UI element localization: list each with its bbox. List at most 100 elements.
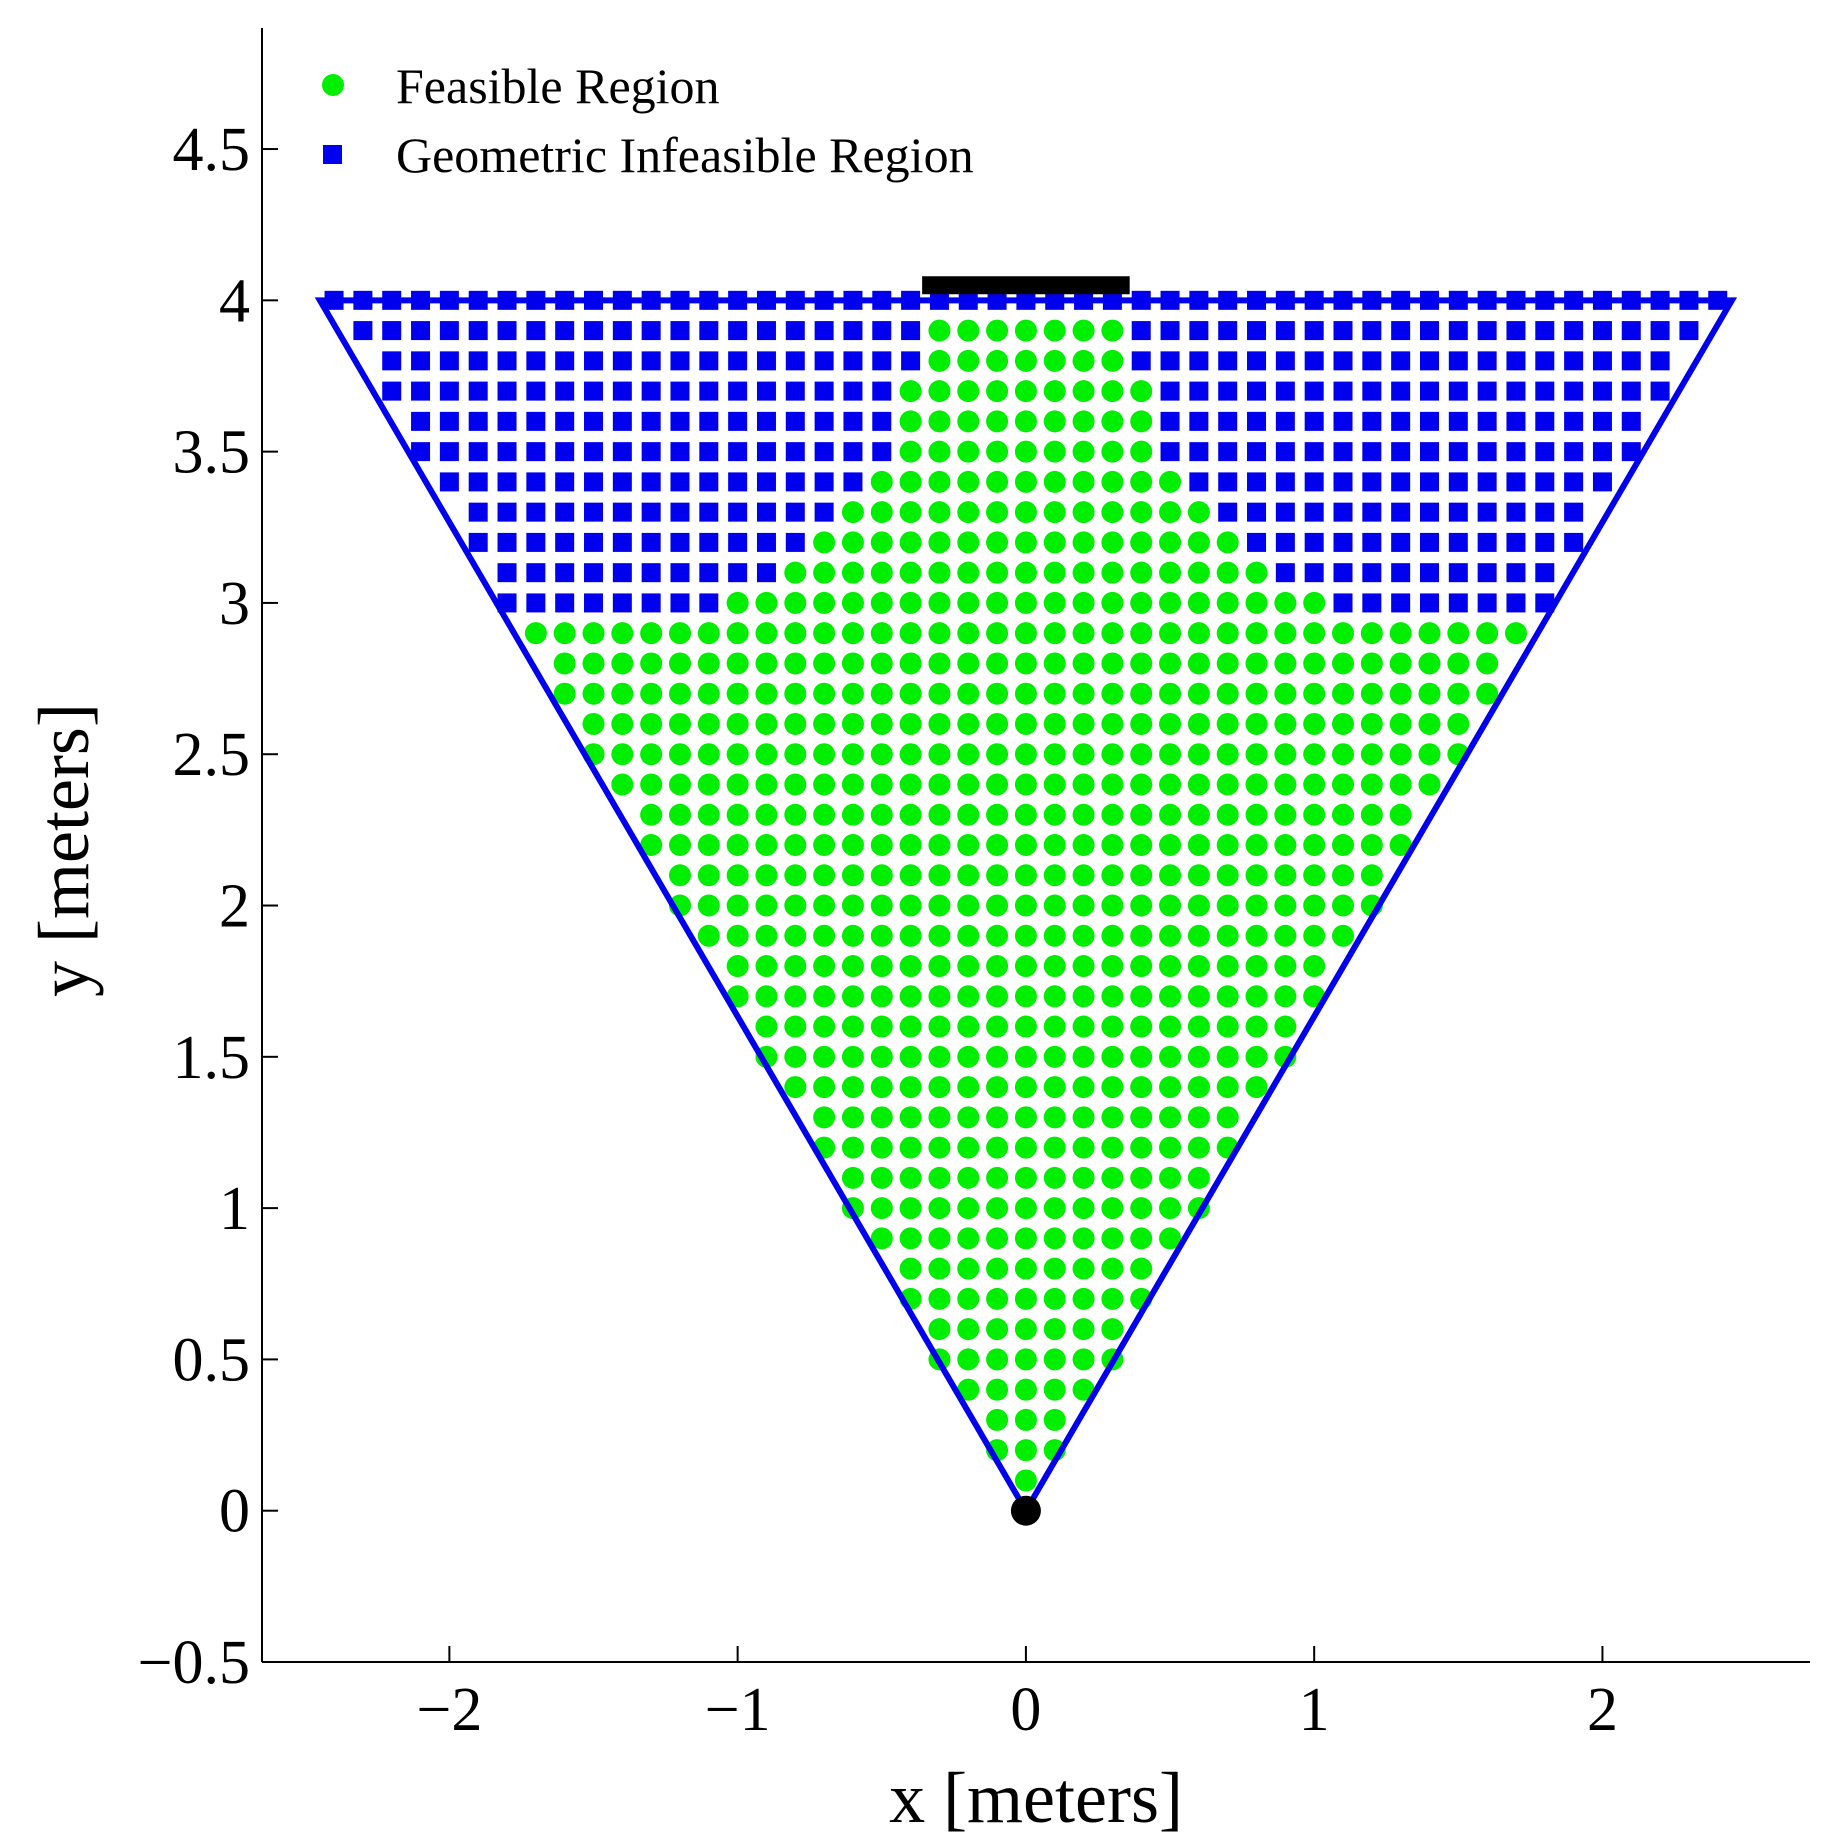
infeasible-point [1304,442,1324,462]
infeasible-point [814,381,834,401]
feasible-point [1014,410,1037,433]
feasible-point [1303,622,1326,645]
feasible-point [784,985,807,1008]
feasible-point [1043,682,1066,705]
infeasible-point [1304,351,1324,371]
feasible-point [813,894,836,917]
feasible-point [697,864,720,887]
feasible-point [1072,380,1095,403]
infeasible-point [699,472,719,492]
infeasible-point [1535,321,1555,341]
feasible-point [1130,1257,1153,1280]
feasible-point [870,501,893,524]
infeasible-point [1419,532,1439,552]
infeasible-point [382,321,402,341]
feasible-point [784,894,807,917]
infeasible-point [699,593,719,613]
infeasible-point [1448,563,1468,583]
infeasible-point [497,381,517,401]
feasible-point [986,380,1009,403]
feasible-point [1072,501,1095,524]
infeasible-point [1506,381,1526,401]
feasible-point [1130,410,1153,433]
infeasible-point [670,381,690,401]
feasible-point [870,924,893,947]
feasible-point [1043,955,1066,978]
feasible-point [784,803,807,826]
infeasible-point [1218,472,1238,492]
feasible-point [870,864,893,887]
y-tick-label: 0.5 [173,1326,251,1394]
feasible-point [1418,622,1441,645]
feasible-point [1187,743,1210,766]
infeasible-point [1621,321,1641,341]
feasible-point [1101,955,1124,978]
feasible-point [1159,924,1182,947]
infeasible-point [814,442,834,462]
feasible-point [697,773,720,796]
feasible-point [1043,652,1066,675]
infeasible-point [641,472,661,492]
feasible-point [1216,561,1239,584]
feasible-point [1043,834,1066,856]
infeasible-point [785,472,805,492]
feasible-point [1043,985,1066,1008]
feasible-point [1072,1227,1095,1250]
feasible-point [928,834,951,856]
feasible-point [1014,1166,1037,1189]
feasible-point [1101,743,1124,766]
infeasible-point [555,532,575,552]
infeasible-point [1160,381,1180,401]
feasible-point [1101,894,1124,917]
feasible-point [841,531,864,554]
feasible-point [986,894,1009,917]
infeasible-point [526,411,546,431]
feasible-point [957,622,980,645]
infeasible-point [641,593,661,613]
feasible-point [1043,924,1066,947]
infeasible-point [612,472,632,492]
feasible-point [726,773,749,796]
feasible-point [928,410,951,433]
feasible-point [1187,712,1210,735]
infeasible-point [1592,381,1612,401]
feasible-point [957,743,980,766]
feasible-point [928,561,951,584]
infeasible-point [1592,321,1612,341]
feasible-point [1418,743,1441,766]
feasible-point [957,773,980,796]
feasible-point [957,955,980,978]
feasible-point [668,834,691,856]
feasible-point [1187,682,1210,705]
feasible-point [1014,1045,1037,1068]
feasible-point [1216,1106,1239,1129]
feasible-point [1014,773,1037,796]
feasible-point [1187,894,1210,917]
feasible-point [1014,1106,1037,1129]
infeasible-point [872,321,892,341]
infeasible-point [1419,381,1439,401]
infeasible-point [1419,593,1439,613]
feasible-point [1187,591,1210,614]
feasible-point [1159,834,1182,856]
feasible-point [1101,1136,1124,1159]
feasible-point [1043,1227,1066,1250]
feasible-point [697,834,720,856]
feasible-point [957,864,980,887]
feasible-point [957,349,980,372]
feasible-point [928,712,951,735]
feasible-point [928,1015,951,1038]
feasible-point [1072,834,1095,856]
infeasible-point [526,321,546,341]
infeasible-point [1477,563,1497,583]
feasible-point [1360,652,1383,675]
feasible-point [841,894,864,917]
feasible-point [899,591,922,614]
infeasible-point [1218,381,1238,401]
feasible-point [899,894,922,917]
feasible-point [1389,622,1412,645]
infeasible-point [1477,502,1497,522]
feasible-point [1245,591,1268,614]
feasible-point [841,561,864,584]
feasible-point [899,803,922,826]
